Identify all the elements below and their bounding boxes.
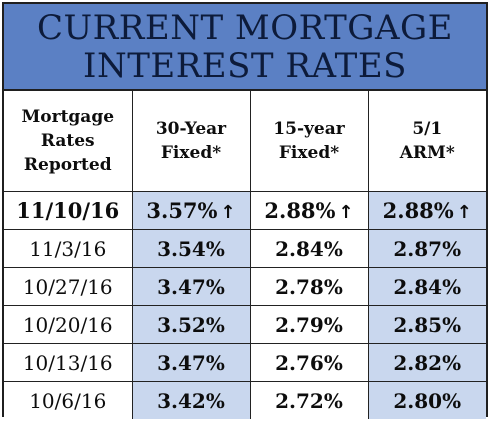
header-row: Mortgage Rates Reported 30-Year Fixed* 1… [4, 91, 486, 192]
rate-30-year-cell: 3.54% [131, 229, 251, 268]
rate-15-year-cell: 2.72% [249, 381, 369, 419]
page-title: CURRENT MORTGAGE INTEREST RATES [4, 4, 486, 91]
rate-arm-cell: 2.80% [367, 381, 486, 419]
rate-30-year-cell: 3.42% [131, 381, 251, 419]
title-line-1: CURRENT MORTGAGE [37, 8, 453, 48]
table-row: 10/27/16 3.47% 2.78% 2.84% [4, 267, 486, 306]
rate-15-year-cell: 2.78% [249, 267, 369, 306]
rate-30-year-cell: 3.52% [131, 305, 251, 344]
rate-15-year-cell: 2.88% ↑ [249, 191, 369, 230]
date-cell: 10/20/16 [4, 305, 133, 344]
rate-30-year-cell: 3.47% [131, 343, 251, 382]
rate-arm-cell: 2.84% [367, 267, 486, 306]
rate-arm-cell: 2.85% [367, 305, 486, 344]
header-30-year-fixed: 30-Year Fixed* [131, 91, 251, 192]
rate-30-year-cell: 3.57% ↑ [131, 191, 251, 230]
table-row: 10/13/16 3.47% 2.76% 2.82% [4, 343, 486, 382]
up-arrow-icon: ↑ [456, 202, 472, 223]
title-line-2: INTEREST RATES [83, 46, 407, 86]
table-row: 10/6/16 3.42% 2.72% 2.80% [4, 381, 486, 419]
up-arrow-icon: ↑ [338, 202, 354, 223]
rate-15-year-cell: 2.84% [249, 229, 369, 268]
header-15-year-fixed: 15-year Fixed* [249, 91, 369, 192]
rates-table: Mortgage Rates Reported 30-Year Fixed* 1… [4, 91, 486, 419]
date-cell: 10/27/16 [4, 267, 133, 306]
table-row-latest: 11/10/16 3.57% ↑ 2.88% ↑ 2.88% ↑ [4, 191, 486, 230]
rate-arm-cell: 2.87% [367, 229, 486, 268]
table-row: 11/3/16 3.54% 2.84% 2.87% [4, 229, 486, 268]
rate-arm-cell: 2.82% [367, 343, 486, 382]
header-5-1-arm: 5/1 ARM* [367, 91, 486, 192]
up-arrow-icon: ↑ [220, 202, 236, 223]
date-cell: 10/13/16 [4, 343, 133, 382]
header-mortgage-rates-reported: Mortgage Rates Reported [4, 91, 133, 192]
rate-15-year-cell: 2.76% [249, 343, 369, 382]
date-cell: 11/3/16 [4, 229, 133, 268]
rate-arm-cell: 2.88% ↑ [367, 191, 486, 230]
date-cell: 11/10/16 [4, 191, 133, 230]
table-row: 10/20/16 3.52% 2.79% 2.85% [4, 305, 486, 344]
date-cell: 10/6/16 [4, 381, 133, 419]
rate-30-year-cell: 3.47% [131, 267, 251, 306]
rate-15-year-cell: 2.79% [249, 305, 369, 344]
rates-table-card: CURRENT MORTGAGE INTEREST RATES Mortgage… [2, 2, 488, 419]
